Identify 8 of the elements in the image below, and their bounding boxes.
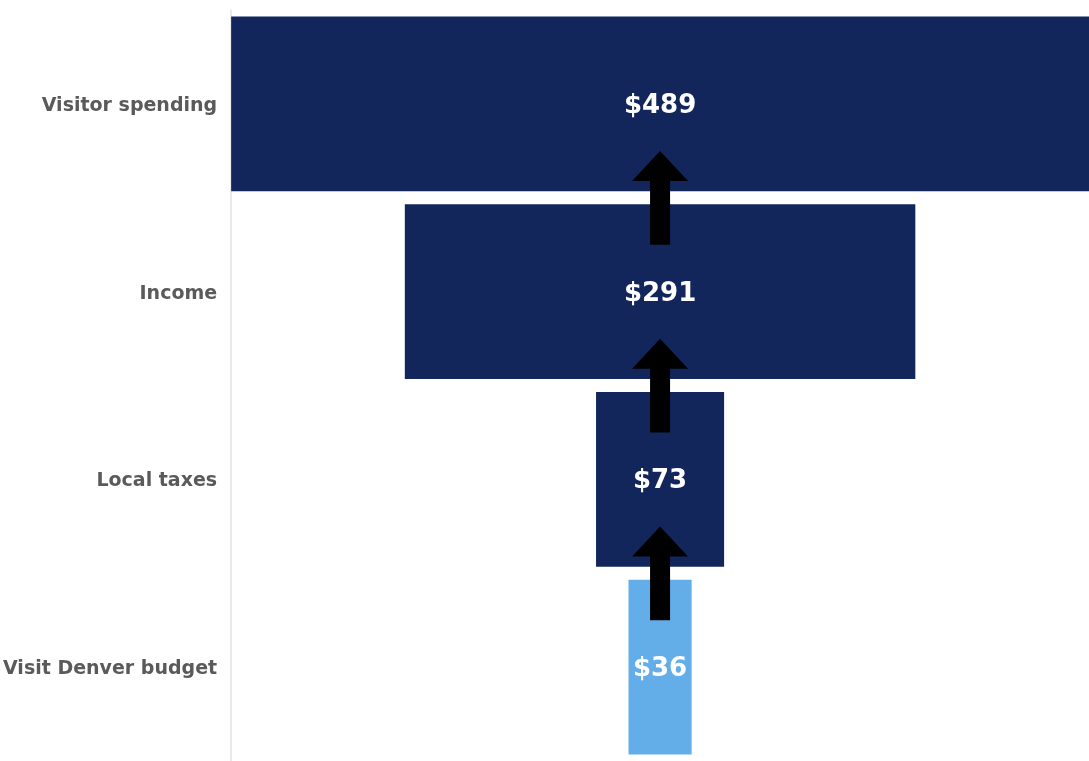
data-label: $291	[623, 276, 697, 307]
data-label: $489	[623, 88, 697, 119]
data-label: $36	[632, 652, 688, 683]
category-label: Visit Denver budget	[3, 656, 218, 679]
category-label: Income	[139, 280, 218, 303]
category-label: Local taxes	[96, 468, 218, 491]
category-label: Visitor spending	[41, 92, 218, 115]
data-label: $73	[632, 464, 688, 495]
